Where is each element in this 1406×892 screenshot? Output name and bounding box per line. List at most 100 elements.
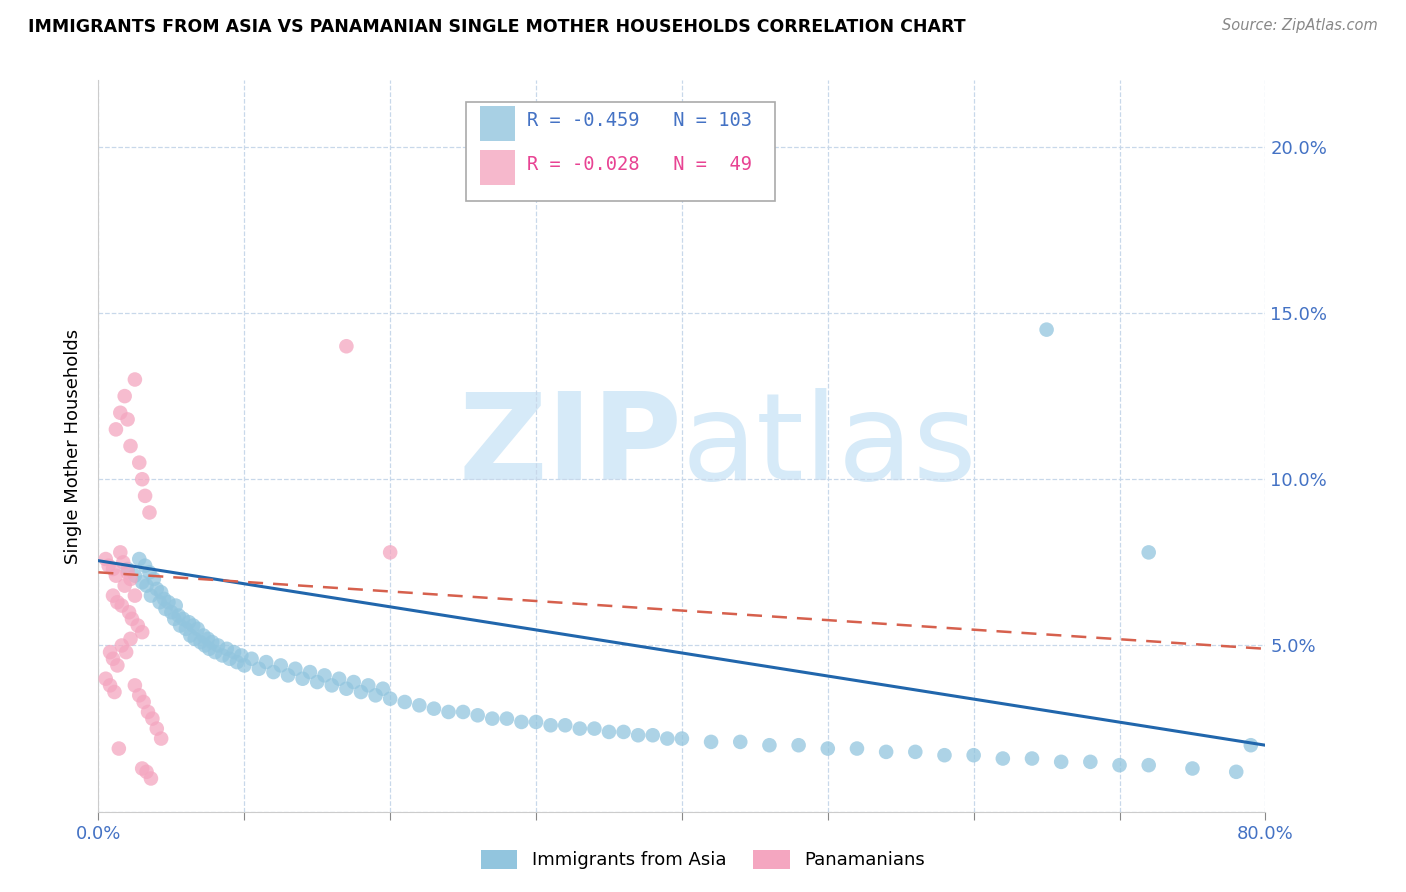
Point [350,685,373,699]
Point [153,591,176,606]
Point [262,665,284,679]
Text: atlas: atlas [682,387,977,505]
Point [284,662,307,676]
Point [510,714,533,729]
Point [115,645,138,659]
Point [254,655,277,669]
Point [598,725,620,739]
FancyBboxPatch shape [465,103,775,201]
Point [321,678,343,692]
Point [131,625,153,640]
Point [112,555,135,569]
Point [132,695,155,709]
Point [335,339,357,353]
Point [124,568,146,582]
Point [118,605,141,619]
Point [101,589,124,603]
Point [496,712,519,726]
Point [934,748,956,763]
Point [423,701,446,715]
Point [1021,751,1043,765]
Point [700,735,723,749]
Point [172,612,194,626]
Point [139,772,162,786]
Point [103,685,125,699]
Point [1181,762,1204,776]
Point [1137,545,1160,559]
Point [962,748,984,763]
Point [117,412,139,426]
Point [240,652,263,666]
Point [183,632,205,646]
Point [150,585,173,599]
Point [146,722,169,736]
Point [1050,755,1073,769]
Point [904,745,927,759]
Point [758,738,780,752]
Point [160,605,183,619]
Point [583,722,606,736]
Point [108,741,131,756]
Point [94,552,117,566]
FancyBboxPatch shape [479,151,515,185]
Point [101,562,124,576]
Point [120,439,142,453]
Point [177,615,200,630]
Point [627,728,650,742]
Y-axis label: Single Mother Households: Single Mother Households [65,328,83,564]
Point [1225,764,1247,779]
Point [231,648,253,663]
Point [198,641,221,656]
Point [357,678,380,692]
Point [150,731,173,746]
Point [105,595,128,609]
Point [204,645,226,659]
Point [540,718,562,732]
Point [94,672,117,686]
Point [111,599,134,613]
Point [141,712,163,726]
Point [111,639,134,653]
Point [104,568,127,582]
Legend: Immigrants from Asia, Panamanians: Immigrants from Asia, Panamanians [472,841,934,879]
Point [97,558,120,573]
Point [135,579,157,593]
Point [128,456,150,470]
Point [193,628,215,642]
Point [117,562,139,576]
Point [298,665,321,679]
Point [136,705,159,719]
Point [380,691,402,706]
Point [194,639,217,653]
Point [612,725,634,739]
Point [124,589,146,603]
Point [146,582,169,596]
Point [568,722,591,736]
Point [1240,738,1263,752]
Point [991,751,1014,765]
Point [343,675,366,690]
Point [98,678,121,692]
Point [1108,758,1130,772]
Point [218,652,240,666]
FancyBboxPatch shape [479,106,515,141]
Point [110,406,132,420]
Point [135,764,157,779]
Point [98,645,121,659]
Text: R = -0.459   N = 103: R = -0.459 N = 103 [527,111,752,130]
Point [408,698,430,713]
Point [149,595,172,609]
Point [138,566,160,580]
Point [233,658,256,673]
Point [1035,323,1057,337]
Point [207,639,229,653]
Point [201,635,224,649]
Point [124,678,146,692]
Point [314,668,336,682]
Text: IMMIGRANTS FROM ASIA VS PANAMANIAN SINGLE MOTHER HOUSEHOLDS CORRELATION CHART: IMMIGRANTS FROM ASIA VS PANAMANIAN SINGL… [28,18,966,36]
Point [291,672,314,686]
Point [167,608,190,623]
Point [467,708,489,723]
Point [641,728,664,742]
Point [247,662,270,676]
